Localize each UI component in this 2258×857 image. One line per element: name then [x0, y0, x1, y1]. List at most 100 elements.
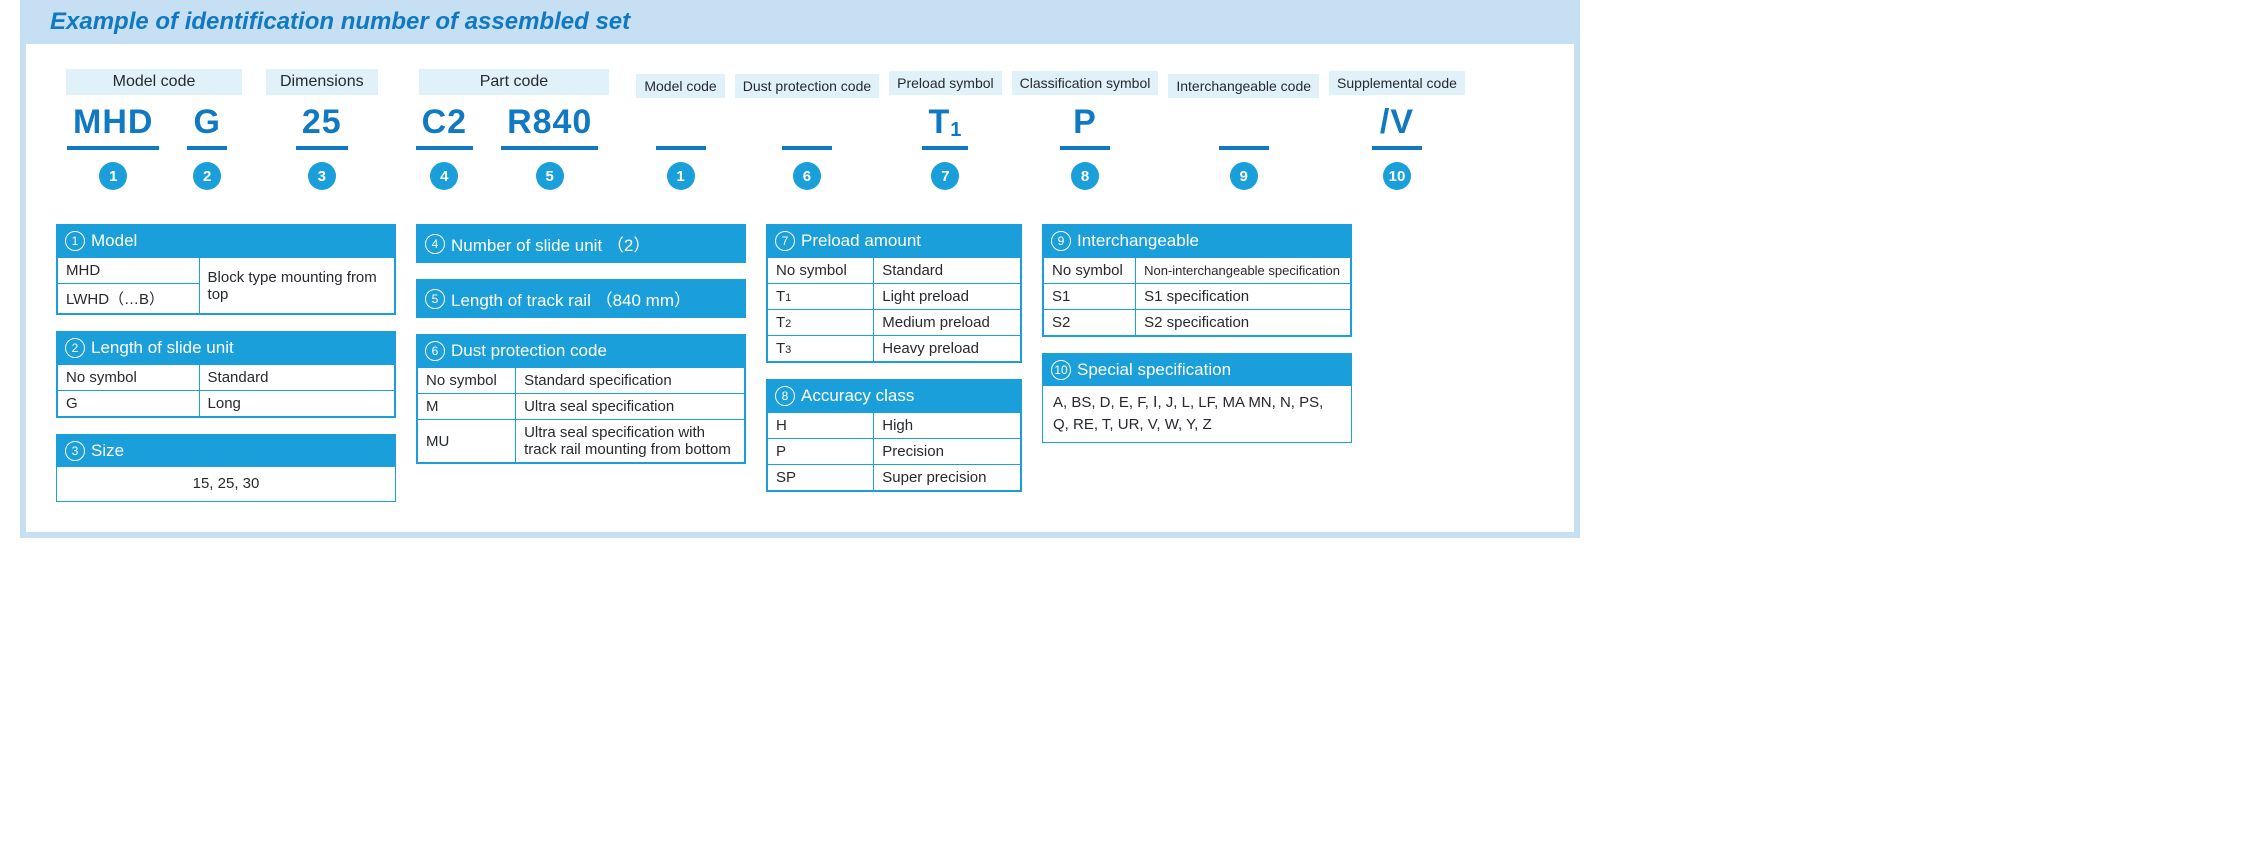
- group-supplemental: Supplemental code /V 10: [1329, 71, 1465, 190]
- box-accuracy-table: H High P Precision SP Super precision: [767, 412, 1021, 491]
- box-track-rail: 5 Length of track rail （840 mm）: [416, 279, 746, 318]
- box-dust: 6 Dust protection code No symbol Standar…: [416, 334, 746, 464]
- value-8-main: T: [928, 103, 950, 142]
- value-3: 25: [296, 103, 348, 150]
- box-dust-title: 6 Dust protection code: [417, 335, 745, 367]
- box-interchangeable: 9 Interchangeable No symbol Non-intercha…: [1042, 224, 1352, 337]
- diagram-root: Example of identification number of asse…: [0, 0, 1580, 538]
- cell: Standard: [874, 258, 1021, 284]
- group-model-code-2: Model code 1: [636, 74, 724, 190]
- cell: LWHD（…B）: [58, 284, 200, 314]
- group-interchangeable: Interchangeable code 9: [1168, 74, 1319, 190]
- box-special: 10 Special specification A, BS, D, E, F,…: [1042, 353, 1352, 443]
- group-model-code: Model code MHD 1 G 2: [66, 69, 242, 190]
- cell: Light preload: [874, 284, 1021, 310]
- box-model-table: MHD Block type mounting from top LWHD（…B…: [57, 257, 395, 314]
- box-dust-title-text: Dust protection code: [451, 341, 607, 361]
- value-8-sub: 1: [950, 119, 962, 142]
- box-accuracy-title-text: Accuracy class: [801, 386, 914, 406]
- box-length-slide: 2 Length of slide unit No symbol Standar…: [56, 331, 396, 418]
- header-model-code: Model code: [66, 69, 242, 95]
- circle-4: 4: [425, 234, 445, 254]
- box-track-rail-title: 5 Length of track rail （840 mm）: [417, 280, 745, 317]
- explanation-area: 1 Model MHD Block type mounting from top…: [56, 224, 1544, 502]
- cell: Long: [199, 391, 394, 417]
- value-11: /V: [1372, 103, 1422, 150]
- box-track-rail-title-text: Length of track rail （840 mm）: [451, 286, 691, 311]
- box-preload-table: No symbol Standard T1 Light preload T2 M…: [767, 257, 1021, 362]
- cell: M: [418, 394, 516, 420]
- cell: MHD: [58, 258, 200, 284]
- badge-6: 1: [667, 162, 695, 190]
- box-accuracy-title: 8 Accuracy class: [767, 380, 1021, 412]
- box-preload-title: 7 Preload amount: [767, 225, 1021, 257]
- cell: Standard: [199, 365, 394, 391]
- cell: Standard specification: [516, 368, 745, 394]
- box-length-slide-title: 2 Length of slide unit: [57, 332, 395, 364]
- group-dust: Dust protection code 6: [735, 74, 879, 190]
- box-dust-table: No symbol Standard specification M Ultra…: [417, 367, 745, 463]
- cell: G: [58, 391, 200, 417]
- cell: High: [874, 413, 1021, 439]
- cell: Super precision: [874, 465, 1021, 491]
- circle-7: 7: [775, 231, 795, 251]
- box-interchangeable-title: 9 Interchangeable: [1043, 225, 1351, 257]
- group-preload: Preload symbol T1 7: [889, 71, 1002, 190]
- group-classification: Classification symbol P 8: [1012, 71, 1159, 190]
- cell: Block type mounting from top: [199, 258, 394, 314]
- cell: No symbol: [1044, 258, 1136, 284]
- circle-3: 3: [65, 441, 85, 461]
- cell: No symbol: [418, 368, 516, 394]
- box-special-title-text: Special specification: [1077, 360, 1231, 380]
- box-model: 1 Model MHD Block type mounting from top…: [56, 224, 396, 315]
- cell: MU: [418, 420, 516, 463]
- header-preload: Preload symbol: [889, 71, 1002, 95]
- badge-5: 5: [536, 162, 564, 190]
- circle-6: 6: [425, 341, 445, 361]
- box-number-slide-title-text: Number of slide unit （2）: [451, 231, 650, 256]
- cell: Ultra seal specification: [516, 394, 745, 420]
- box-size-title: 3 Size: [57, 435, 395, 467]
- cell: S2 specification: [1136, 310, 1351, 336]
- cell: S2: [1044, 310, 1136, 336]
- box-length-slide-title-text: Length of slide unit: [91, 338, 234, 358]
- box-size: 3 Size 15, 25, 30: [56, 434, 396, 502]
- cell: S1 specification: [1136, 284, 1351, 310]
- value-2: G: [187, 103, 226, 150]
- badge-2: 2: [193, 162, 221, 190]
- value-1: MHD: [67, 103, 159, 150]
- title-bar: Example of identification number of asse…: [20, 0, 1580, 44]
- badge-9: 8: [1071, 162, 1099, 190]
- circle-2: 2: [65, 338, 85, 358]
- header-classification: Classification symbol: [1012, 71, 1159, 95]
- column-4: 9 Interchangeable No symbol Non-intercha…: [1042, 224, 1352, 502]
- group-dimensions: Dimensions 25 3: [266, 69, 378, 190]
- cell: Ultra seal specification with track rail…: [516, 420, 745, 463]
- box-interchangeable-title-text: Interchangeable: [1077, 231, 1199, 251]
- column-2: 4 Number of slide unit （2） 5 Length of t…: [416, 224, 746, 502]
- value-10: [1219, 106, 1269, 150]
- circle-8: 8: [775, 386, 795, 406]
- cell: T1: [768, 284, 874, 310]
- cell: P: [768, 439, 874, 465]
- header-dimensions: Dimensions: [266, 69, 378, 95]
- box-accuracy: 8 Accuracy class H High P Precision SP S…: [766, 379, 1022, 492]
- badge-8: 7: [931, 162, 959, 190]
- circle-10: 10: [1051, 360, 1071, 380]
- header-interchangeable: Interchangeable code: [1168, 74, 1319, 98]
- box-interchangeable-table: No symbol Non-interchangeable specificat…: [1043, 257, 1351, 336]
- box-number-slide-title: 4 Number of slide unit （2）: [417, 225, 745, 262]
- circle-5: 5: [425, 289, 445, 309]
- column-1: 1 Model MHD Block type mounting from top…: [56, 224, 396, 502]
- value-6: [656, 106, 706, 150]
- box-number-slide: 4 Number of slide unit （2）: [416, 224, 746, 263]
- value-7: [782, 106, 832, 150]
- circle-1: 1: [65, 231, 85, 251]
- badge-3: 3: [308, 162, 336, 190]
- badge-7: 6: [793, 162, 821, 190]
- box-special-content: A, BS, D, E, F, Ⅰ, J, L, LF, MA MN, N, P…: [1043, 386, 1351, 442]
- cell: Heavy preload: [874, 336, 1021, 362]
- cell: Medium preload: [874, 310, 1021, 336]
- header-supplemental: Supplemental code: [1329, 71, 1465, 95]
- box-length-slide-table: No symbol Standard G Long: [57, 364, 395, 417]
